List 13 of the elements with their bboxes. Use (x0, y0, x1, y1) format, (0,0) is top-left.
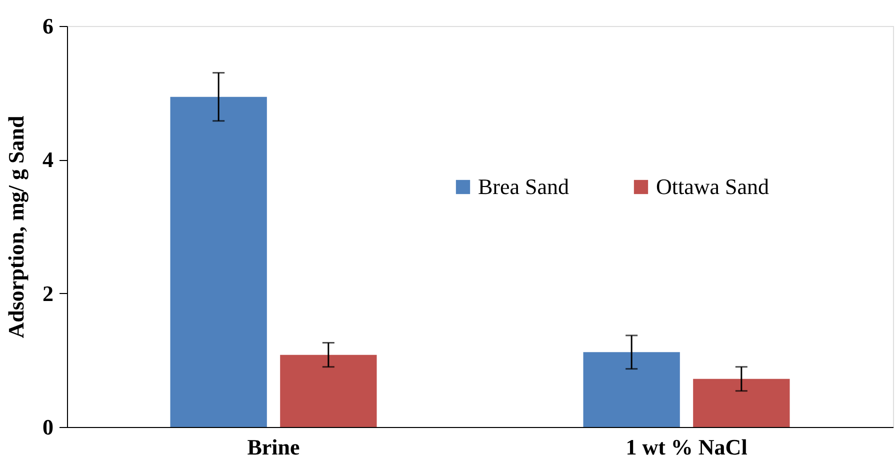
y-tick-label: 6 (42, 14, 54, 38)
bar (693, 378, 790, 427)
bar (280, 354, 377, 427)
bar (583, 352, 680, 427)
y-tick-label: 4 (42, 147, 54, 172)
y-tick-label: 2 (42, 280, 54, 306)
y-axis-title: Adsorption, mg/ g Sand (4, 116, 28, 338)
legend-label: Ottawa Sand (656, 174, 770, 199)
x-tick-label: Brine (247, 434, 300, 460)
x-tick-label: 1 wt % NaCl (626, 434, 748, 460)
legend-label: Brea Sand (478, 174, 570, 199)
bar (170, 96, 267, 427)
y-tick-label: 0 (42, 414, 54, 440)
